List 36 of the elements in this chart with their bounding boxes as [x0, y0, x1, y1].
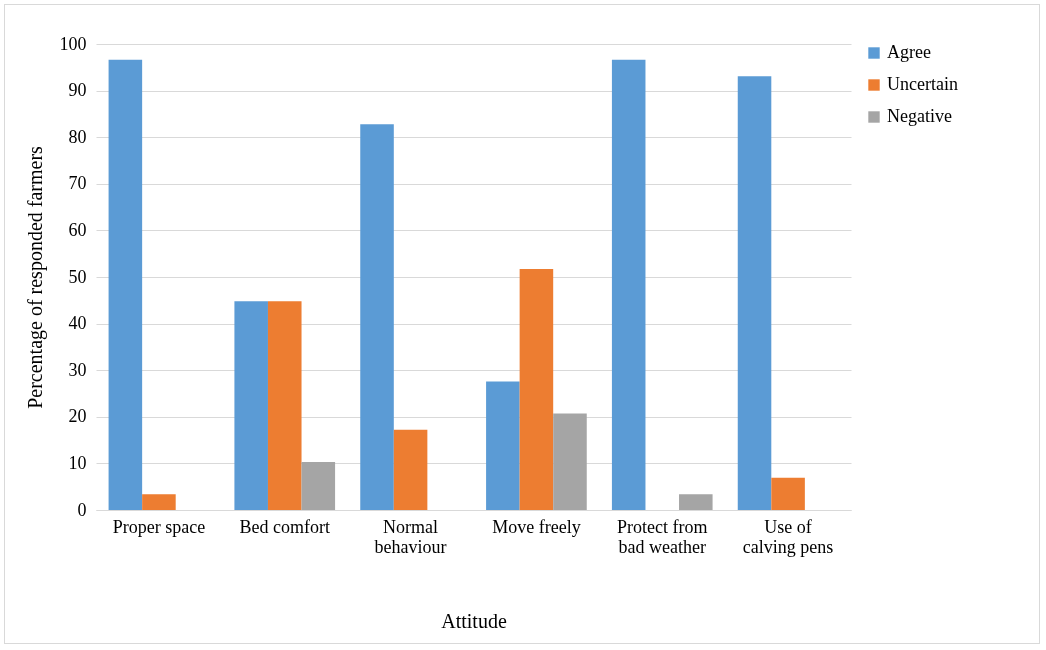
y-tick-label: 0: [77, 499, 87, 520]
x-tick-label: Proper space: [112, 516, 206, 537]
x-tick-label: Bed comfort: [239, 516, 330, 537]
bar: [108, 59, 143, 510]
y-tick-label: 10: [68, 452, 87, 473]
bar: [142, 494, 176, 510]
bar: [393, 429, 428, 510]
bar: [737, 76, 772, 510]
bar: [267, 301, 302, 510]
bar: [519, 269, 554, 510]
legend-label: Agree: [887, 42, 931, 62]
y-tick-label: 50: [68, 266, 87, 287]
bar: [771, 477, 805, 510]
x-axis-title: Attitude: [441, 609, 507, 632]
legend-label: Uncertain: [887, 74, 958, 94]
x-tick-label: Move freely: [492, 516, 581, 537]
bar: [234, 301, 268, 510]
y-tick-label: 60: [68, 219, 87, 240]
bar: [553, 413, 587, 510]
y-tick-label: 40: [68, 313, 87, 334]
bar: [611, 59, 646, 510]
y-tick-label: 100: [59, 33, 87, 54]
y-tick-label: 30: [68, 359, 87, 380]
y-tick-label: 80: [68, 126, 87, 147]
y-axis-title: Percentage of responded farmers: [23, 145, 47, 409]
y-tick-label: 90: [68, 80, 87, 101]
x-tick-label: Use of calving pens: [742, 516, 834, 557]
y-tick-label: 20: [68, 406, 87, 427]
bar: [360, 124, 394, 510]
bar: [486, 381, 520, 510]
y-tick-label: 70: [68, 173, 87, 194]
bar: [301, 462, 336, 510]
legend-label: Negative: [887, 106, 952, 126]
x-tick-label: Protect from bad weather: [617, 516, 708, 557]
bar: [679, 494, 713, 510]
x-tick-label: Normal behaviour: [374, 516, 447, 557]
